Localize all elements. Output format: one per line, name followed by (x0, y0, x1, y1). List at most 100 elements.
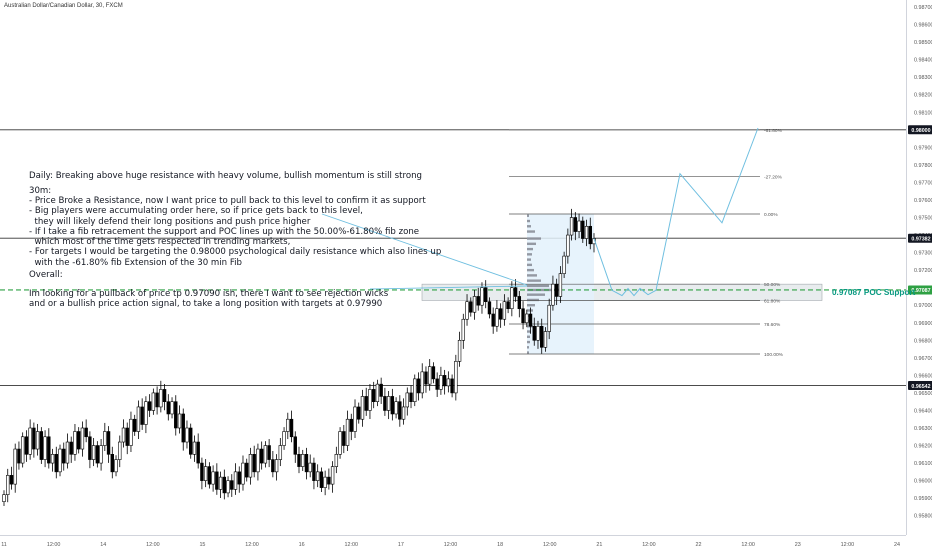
x-tick-label: 12:00 (543, 542, 557, 548)
candle-body (99, 445, 103, 464)
x-tick-label: 12:00 (146, 542, 160, 548)
candle-body (289, 418, 294, 438)
candle-body (106, 431, 111, 455)
candle-body (91, 445, 96, 460)
candle-body (416, 378, 421, 394)
x-tick-label: 12:00 (841, 542, 855, 548)
volume-profile-bar (527, 214, 529, 217)
candle-body (177, 413, 182, 429)
candle-body (192, 441, 197, 455)
volume-profile-bar (527, 268, 534, 272)
candle-body (50, 454, 55, 464)
candle-body (461, 318, 466, 341)
candle-body (196, 441, 200, 464)
annotation-pointer-line (369, 285, 528, 290)
price-tag-bg (908, 285, 932, 295)
candle-body (147, 401, 152, 411)
candle-body (581, 220, 585, 239)
candle-body (588, 225, 592, 245)
y-tick-label: 0.96200 (914, 444, 932, 450)
candle-body (174, 401, 178, 429)
candle-body (454, 361, 458, 394)
y-tick-label: 0.97500 (914, 216, 932, 222)
candle-body (274, 459, 279, 473)
note-30m-lines: - Price Broke a Resistance, now I want p… (29, 196, 441, 268)
candle-body (62, 448, 66, 464)
candle-body (379, 383, 383, 397)
candle-body (267, 445, 271, 460)
x-tick-label: 23 (795, 542, 801, 548)
candle-body (498, 308, 503, 320)
candle-body (226, 480, 230, 494)
x-tick-label: 14 (100, 542, 106, 548)
candle-body (577, 220, 581, 232)
y-tick-label: 0.96100 (914, 461, 932, 467)
candle-body (245, 462, 249, 478)
candle-body (566, 234, 570, 257)
candle-body (469, 301, 473, 313)
candle-body (495, 308, 499, 327)
candle-body (263, 445, 268, 464)
candle-body (420, 371, 424, 394)
candle-body (76, 431, 81, 450)
candle-body (323, 476, 327, 488)
candle-body (386, 396, 391, 411)
x-tick-label: 12:00 (245, 542, 259, 548)
candle-body (446, 378, 451, 387)
candle-body (569, 217, 574, 236)
candle-body (9, 475, 14, 485)
note-overall-line: Im looking for a pullback of price tp 0.… (29, 289, 389, 299)
candle-body (241, 462, 245, 485)
candle-body (528, 313, 533, 327)
candle-body (170, 401, 174, 415)
annotation-pointer-line (321, 213, 528, 286)
candle-body (502, 301, 507, 320)
y-tick-label: 0.97300 (914, 251, 932, 257)
candle-body (28, 427, 32, 455)
y-tick-label: 0.96500 (914, 391, 932, 397)
note-30m-line: with the -61.80% fib Extension of the 30… (29, 257, 242, 268)
candle-body (472, 296, 477, 313)
x-tick-label: 12:00 (741, 542, 755, 548)
candle-body (222, 476, 227, 494)
candle-body (58, 448, 62, 473)
volume-profile-bar (527, 219, 530, 223)
x-tick-label: 24 (894, 542, 900, 548)
candle-body (215, 471, 219, 490)
candle-body (394, 401, 398, 415)
candle-body (368, 389, 372, 411)
x-tick-label: 12:00 (47, 542, 61, 548)
candle-body (517, 296, 522, 310)
candle-body (375, 383, 380, 402)
x-tick-label: 12:00 (444, 542, 458, 548)
candle-body (487, 301, 492, 315)
candle-body (364, 396, 368, 411)
candle-body (286, 418, 290, 432)
candle-body (129, 418, 133, 446)
candle-body (84, 427, 88, 438)
candle-body (43, 436, 47, 460)
candle-body (2, 494, 6, 502)
candle-body (442, 375, 447, 387)
candle-body (532, 325, 536, 341)
volume-profile-bar (527, 304, 535, 307)
volume-profile-bar (527, 330, 531, 333)
candle-body (151, 392, 156, 411)
volume-profile-bar (527, 335, 530, 338)
note-30m-line: they will likely defend their long posit… (29, 216, 311, 227)
candle-body (465, 301, 469, 320)
candle-body (450, 378, 454, 394)
price-tag-label: 0.97087 (911, 288, 930, 294)
candle-body (330, 466, 335, 485)
candle-body (476, 296, 480, 306)
volume-profile-bar (527, 309, 533, 312)
candle-body (293, 436, 297, 455)
candle-body (427, 366, 432, 385)
candle-body (431, 366, 436, 380)
volume-profile-bar (527, 284, 549, 288)
candle-body (491, 313, 495, 327)
volume-profile-bar (527, 351, 529, 354)
candle-body (271, 459, 275, 473)
candle-body (203, 466, 208, 481)
